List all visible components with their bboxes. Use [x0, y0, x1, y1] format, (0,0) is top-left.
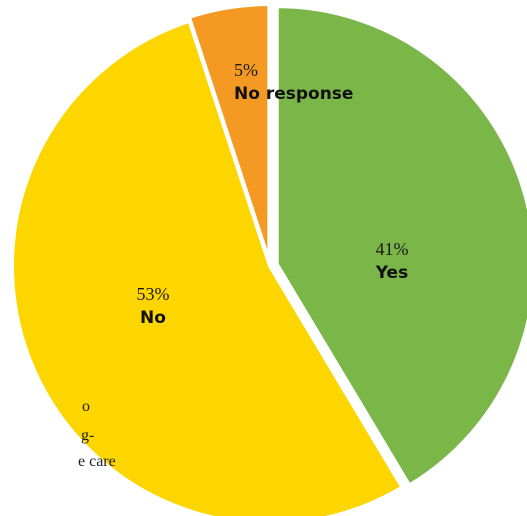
- side-text-line-2: g-: [81, 427, 94, 444]
- pie-slice-yes: [274, 4, 527, 488]
- pie-slice-no: [10, 18, 405, 516]
- pie-slice-no-response: [186, 2, 272, 265]
- slice-category-no-response: No response: [234, 84, 353, 104]
- pie-labels: 41% Yes 53% No 5% No response: [137, 60, 409, 328]
- slice-category-no: No: [140, 308, 166, 328]
- side-text-line-3: e care: [78, 453, 116, 470]
- slice-percent-yes: 41%: [376, 239, 409, 259]
- side-text: o g- e care: [78, 398, 116, 470]
- side-text-line-1: o: [82, 398, 90, 415]
- slice-category-yes: Yes: [375, 263, 408, 283]
- slice-percent-no-response: 5%: [234, 60, 258, 80]
- slice-percent-no: 53%: [137, 284, 170, 304]
- pie-slices: [10, 2, 527, 516]
